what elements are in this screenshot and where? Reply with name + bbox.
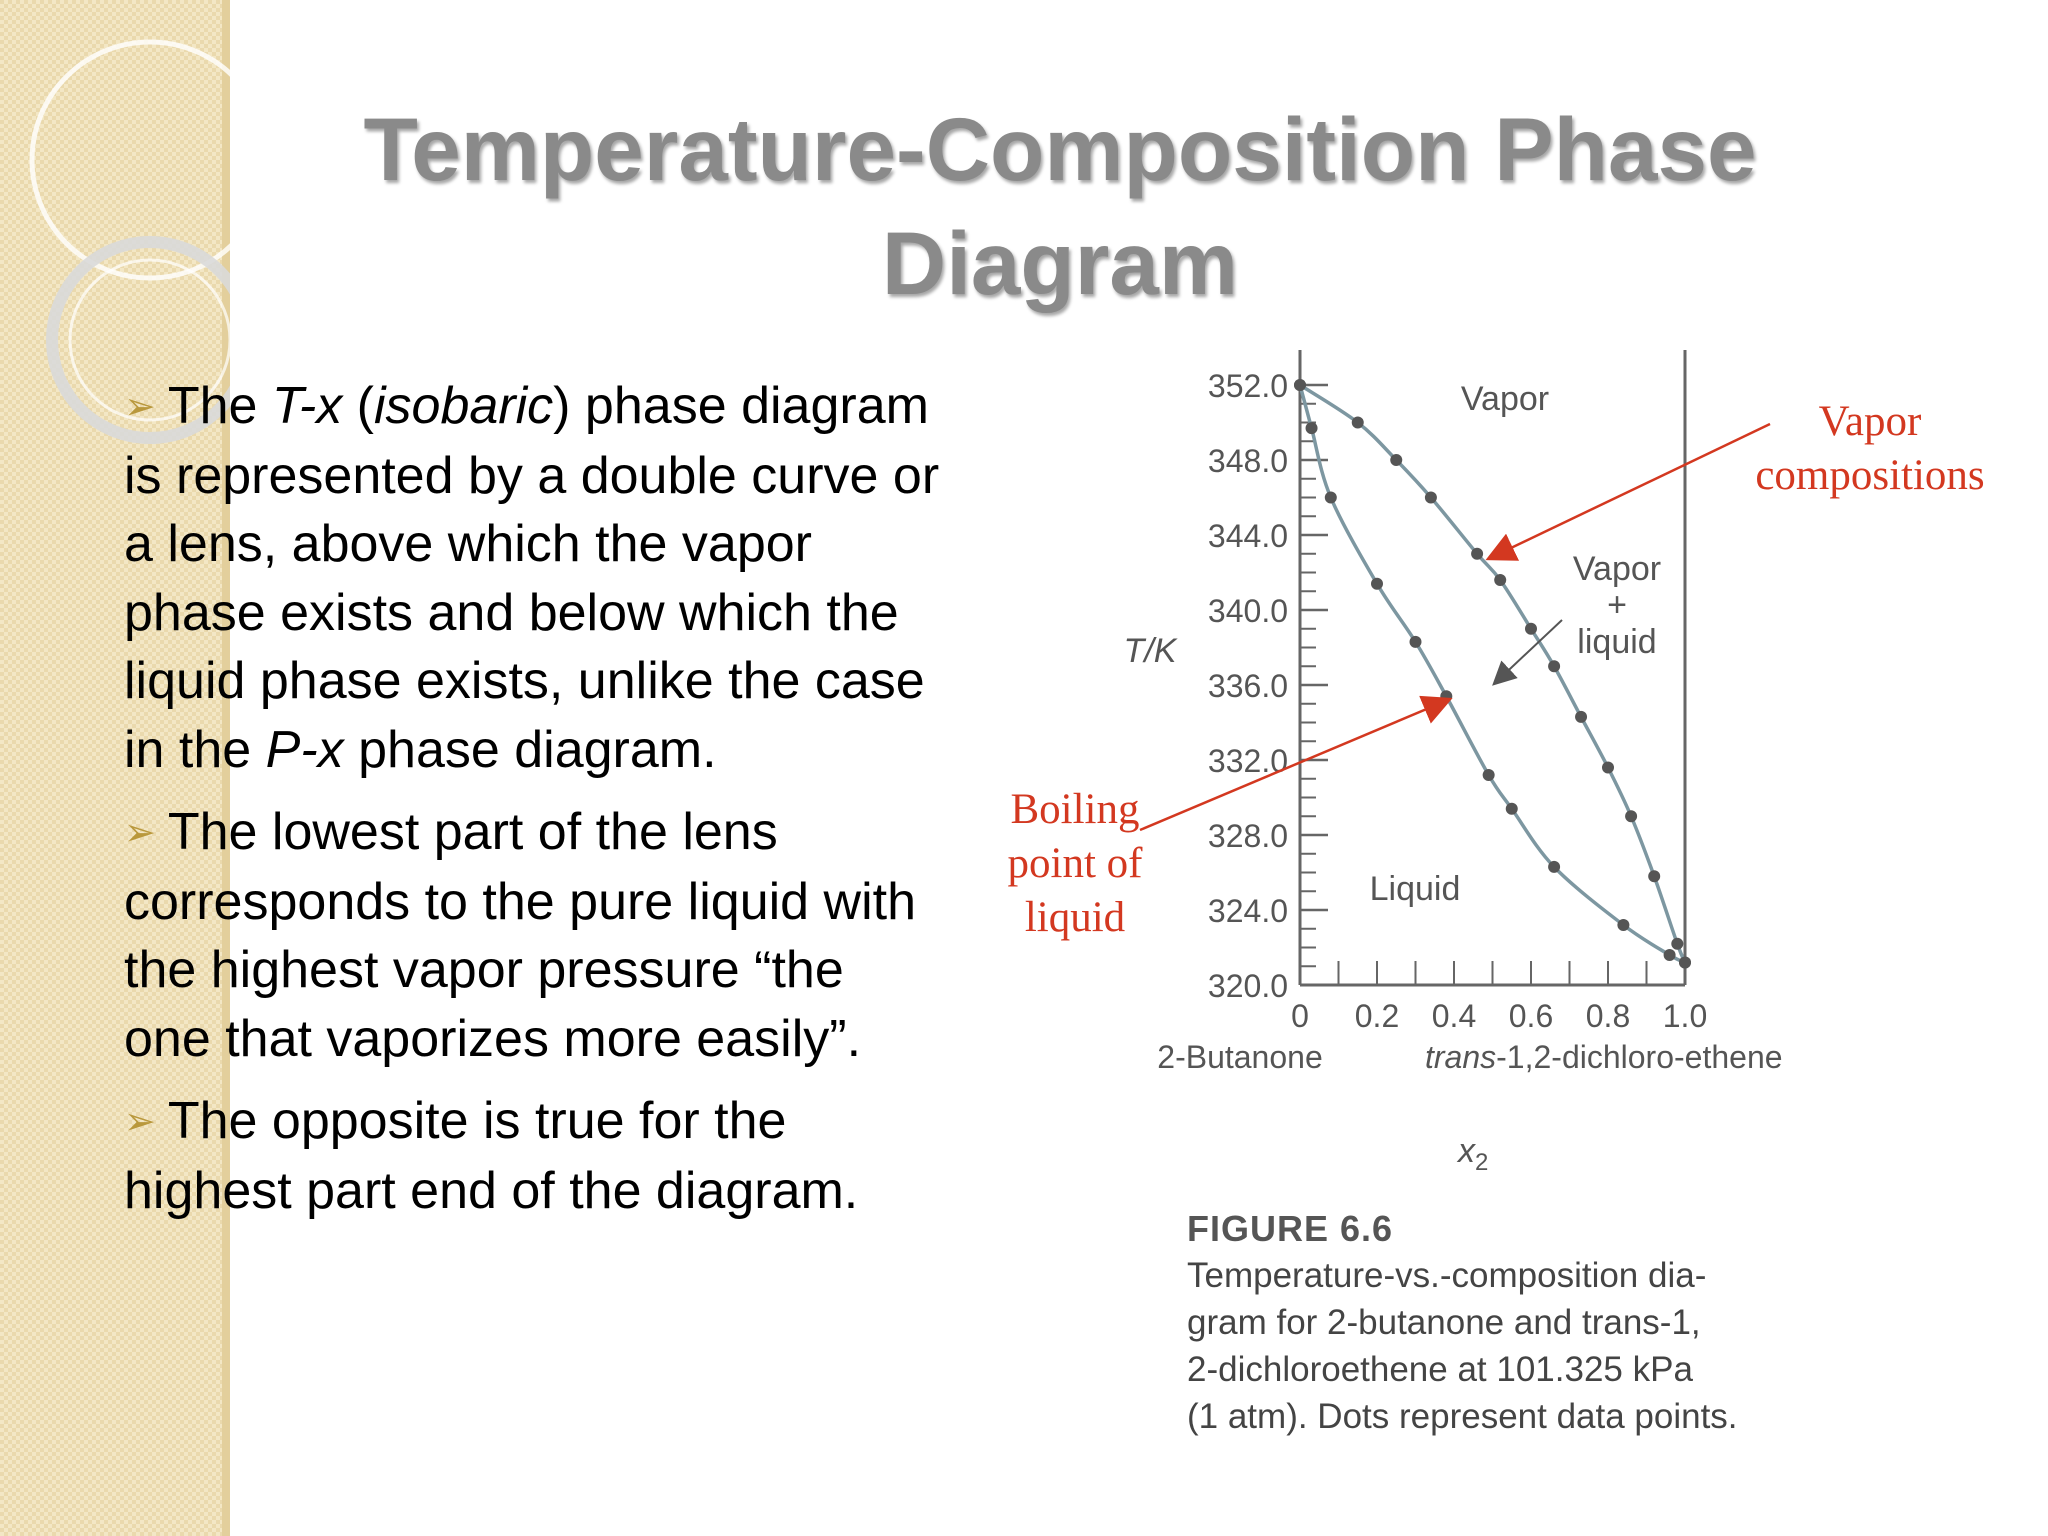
region-label-liquid: Liquid: [1370, 870, 1461, 908]
bullet-arrow-icon: ➢: [124, 386, 156, 428]
bullet-item-3: ➢ The opposite is true for the highest pa…: [124, 1087, 944, 1225]
liquid-data-point: [1305, 422, 1318, 435]
liquid-data-point: [1548, 860, 1561, 873]
vapor-compositions-annotation: Vapor compositions: [1735, 395, 2005, 503]
x-tick-label: 0.6: [1509, 998, 1553, 1034]
right-component-rest: -1,2-dichloro-ethene: [1496, 1039, 1782, 1075]
vapor-data-point: [1602, 761, 1614, 774]
vapor-data-point: [1525, 622, 1537, 635]
slide-title: Temperature-Composition Phase Diagram: [363, 99, 1757, 313]
region-label-two-phase-1: Vapor: [1573, 550, 1661, 588]
figure-caption: FIGURE 6.6 Temperature-vs.-composition d…: [1187, 1205, 1887, 1440]
y-axis-label: T/K: [1124, 632, 1178, 670]
bullet-item-1: ➢ The T-x (isobaric) phase diagram is rep…: [124, 372, 944, 784]
right-component-italic: trans: [1425, 1039, 1496, 1075]
bullet-text-run: The opposite is true for the highest par…: [124, 1092, 859, 1220]
y-tick-label: 336.0: [1208, 668, 1288, 704]
two-phase-pointer-arrow: [1492, 619, 1563, 686]
region-label-two-phase-2: +: [1607, 586, 1627, 624]
vapor-composition-curve: [1299, 383, 1687, 964]
bullet-text-run: The: [167, 377, 272, 435]
vapor-data-point: [1424, 491, 1437, 504]
bullet-arrow-icon: ➢: [124, 1101, 156, 1143]
vapor-data-point: [1625, 810, 1638, 823]
vapor-data-point: [1575, 710, 1588, 723]
bullet-arrow-icon: ➢: [124, 812, 156, 854]
region-label-vapor: Vapor: [1461, 380, 1549, 418]
vapor-data-point: [1648, 870, 1661, 883]
vapor-data-point: [1671, 937, 1684, 950]
figure-caption-line-4: (1 atm). Dots represent data points.: [1187, 1397, 1738, 1436]
y-tick-label: 340.0: [1208, 593, 1288, 629]
boiling-point-arrow: [1139, 695, 1453, 832]
vapor-data-point: [1494, 574, 1507, 586]
boiling-point-line-2: point of: [1007, 840, 1143, 887]
boiling-point-line-3: liquid: [1024, 894, 1126, 941]
vapor-data-point: [1390, 454, 1403, 466]
y-tick-label: 344.0: [1208, 518, 1288, 554]
figure-caption-line-1: Temperature-vs.-composition dia-: [1187, 1256, 1707, 1295]
bullet-text-run: T-x: [271, 377, 343, 435]
vapor-data-point: [1679, 956, 1691, 969]
liquid-boiling-curve: [1298, 384, 1686, 965]
vapor-data-point: [1351, 416, 1364, 429]
liquid-data-point: [1505, 802, 1518, 815]
slide-sidebar-decoration: [0, 0, 230, 1536]
x-tick-label: 0: [1291, 998, 1309, 1034]
left-component-label: 2-Butanone: [1157, 1039, 1322, 1075]
liquid-data-point: [1617, 919, 1630, 931]
y-tick-label: 324.0: [1208, 893, 1288, 929]
boiling-point-annotation: Boiling point of liquid: [980, 783, 1170, 945]
x-tick-label: 0.2: [1355, 998, 1399, 1034]
liquid-data-point: [1324, 491, 1337, 504]
boiling-point-line-1: Boiling: [1010, 786, 1140, 833]
bullet-text-run: ) phase diagram is represented by a doub…: [124, 377, 940, 779]
figure-caption-line-3: 2-dichloroethene at 101.325 kPa: [1187, 1350, 1693, 1389]
vapor-data-point: [1548, 660, 1561, 673]
liquid-data-point: [1663, 949, 1676, 961]
bullet-text-run: P-x: [265, 720, 344, 779]
bullet-text-run: (: [342, 377, 374, 435]
liquid-data-point: [1371, 577, 1383, 590]
x-tick-label: 0.8: [1586, 998, 1630, 1034]
x-axis-label-main: x: [1456, 1132, 1476, 1170]
y-tick-label: 328.0: [1208, 818, 1288, 854]
y-tick-label: 320.0: [1208, 968, 1288, 1004]
bullet-text-run: phase diagram.: [343, 720, 717, 779]
vapor-data-point: [1471, 547, 1484, 560]
vapor-compositions-line-1: Vapor: [1818, 398, 1922, 445]
region-label-two-phase-3: liquid: [1577, 623, 1656, 661]
vapor-compositions-line-2: compositions: [1755, 452, 1985, 499]
liquid-data-point: [1482, 769, 1495, 781]
right-component-label: trans-1,2-dichloro-ethene: [1425, 1039, 1783, 1075]
liquid-data-point: [1409, 635, 1422, 648]
figure-caption-title: FIGURE 6.6: [1187, 1208, 1394, 1249]
bullet-text-run: The lowest part of the lens corresponds …: [124, 803, 917, 1068]
bullet-list: ➢ The T-x (isobaric) phase diagram is rep…: [124, 372, 944, 1239]
vapor-compositions-arrow: [1485, 422, 1771, 561]
x-axis-label-subscript: 2: [1475, 1149, 1488, 1176]
y-tick-label: 352.0: [1208, 368, 1288, 404]
bullet-text-run: isobaric: [373, 377, 554, 435]
vapor-data-point: [1294, 379, 1306, 391]
figure-caption-line-2: gram for 2-butanone and trans-1,: [1187, 1303, 1701, 1342]
y-tick-label: 348.0: [1208, 443, 1288, 479]
x-tick-label: 0.4: [1432, 998, 1476, 1034]
x-axis-label: x2: [1456, 1132, 1488, 1176]
bullet-item-2: ➢ The lowest part of the lens corresponds…: [124, 798, 944, 1073]
x-tick-label: 1.0: [1663, 998, 1707, 1034]
